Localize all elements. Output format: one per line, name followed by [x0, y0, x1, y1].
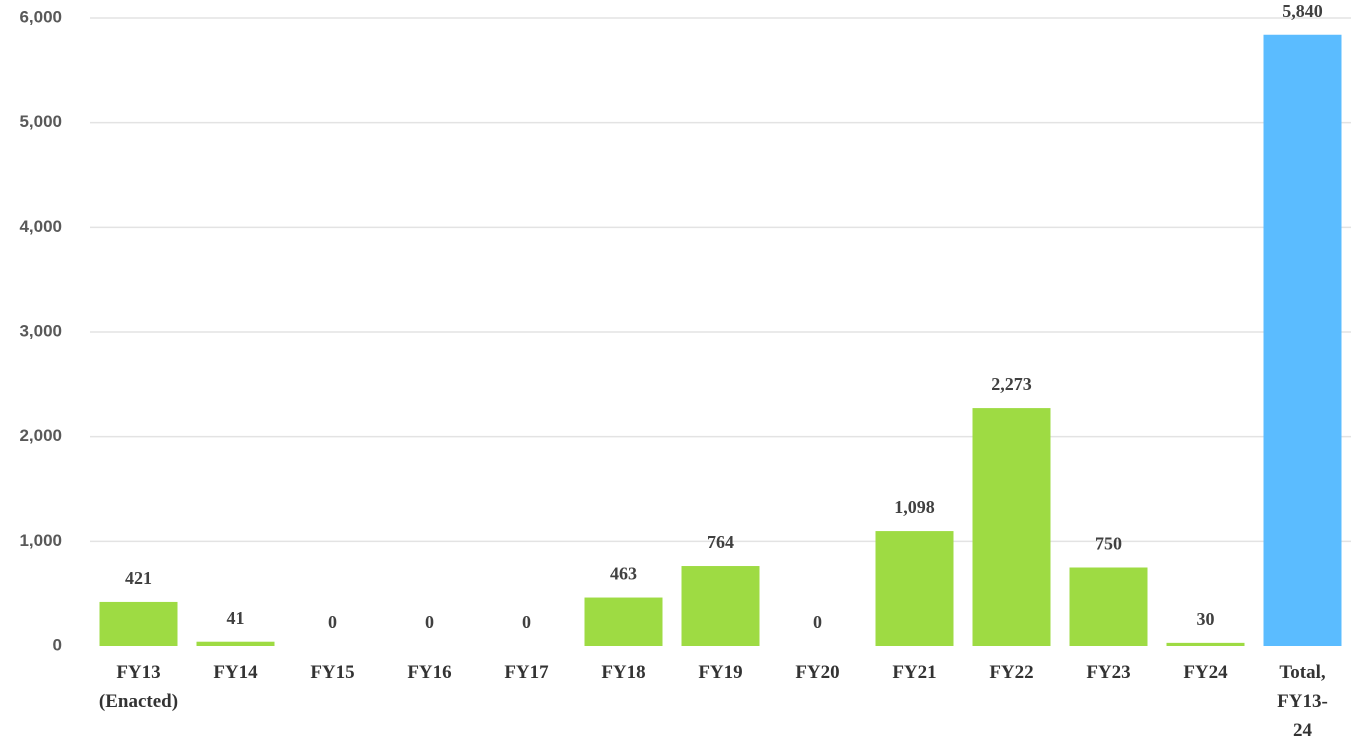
bar — [972, 408, 1051, 646]
value-label: 421 — [125, 568, 152, 588]
x-tick-label: FY21 — [892, 662, 936, 683]
x-tick-label: FY24 — [1183, 662, 1228, 683]
x-tick-label: FY19 — [698, 662, 742, 683]
value-label: 0 — [328, 612, 337, 632]
value-label: 0 — [522, 612, 531, 632]
y-tick-label: 2,000 — [19, 426, 62, 445]
x-tick-label: FY16 — [407, 662, 451, 683]
bar — [1166, 642, 1245, 646]
x-tick-label: FY15 — [310, 662, 354, 683]
bar — [1263, 34, 1342, 647]
x-tick-label: FY18 — [601, 662, 645, 683]
y-tick-label: 1,000 — [19, 531, 62, 550]
y-tick-label: 0 — [53, 635, 62, 654]
value-label: 1,098 — [894, 497, 935, 517]
value-label: 41 — [227, 608, 245, 628]
x-tick-label: FY13 (Enacted) — [99, 662, 178, 712]
x-tick-label: Total, FY13-24 — [1277, 662, 1328, 741]
x-tick-label: FY22 — [989, 662, 1033, 683]
value-label: 0 — [813, 612, 822, 632]
value-label: 750 — [1095, 534, 1122, 554]
bar — [681, 566, 760, 646]
y-tick-label: 5,000 — [19, 112, 62, 131]
y-tick-label: 6,000 — [19, 7, 62, 26]
x-tick-label: FY20 — [795, 662, 839, 683]
x-tick-label: FY23 — [1086, 662, 1130, 683]
bar — [196, 641, 275, 646]
value-label: 2,273 — [991, 374, 1032, 394]
y-tick-label: 4,000 — [19, 217, 62, 236]
value-label: 0 — [425, 612, 434, 632]
bar — [1069, 567, 1148, 646]
value-label: 764 — [707, 532, 734, 552]
value-label: 463 — [610, 564, 637, 584]
value-label: 5,840 — [1282, 1, 1323, 21]
x-tick-label: FY14 — [213, 662, 258, 683]
bar — [584, 597, 663, 646]
bar — [99, 601, 178, 646]
value-label: 30 — [1197, 609, 1215, 629]
x-tick-label: FY17 — [504, 662, 549, 683]
bar — [875, 531, 954, 646]
y-tick-label: 3,000 — [19, 321, 62, 340]
